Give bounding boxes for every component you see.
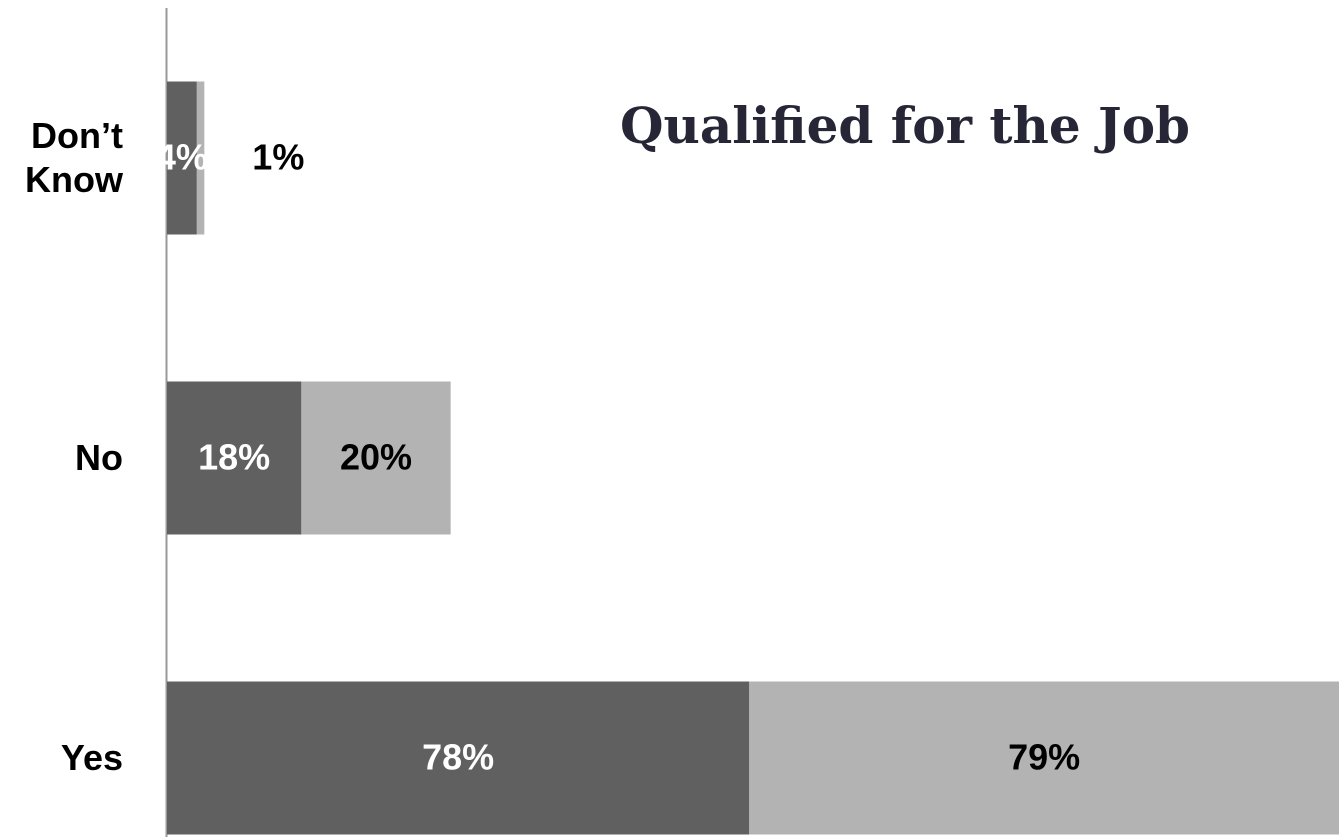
bar-segment <box>301 381 451 535</box>
category-label: No <box>75 437 123 478</box>
value-label: 18% <box>198 437 270 478</box>
category-label: Yes <box>60 737 123 778</box>
bar-segment <box>167 381 302 535</box>
bar-segment <box>167 81 197 235</box>
chart-title: Qualified for the Job <box>619 96 1191 155</box>
value-label: 79% <box>1008 737 1080 778</box>
value-label: 78% <box>422 737 494 778</box>
bar-segment <box>196 81 205 235</box>
category-label: Don’t Know <box>25 115 123 200</box>
bar-segment <box>749 681 1339 835</box>
bar-segment <box>167 681 750 835</box>
value-label: 1% <box>252 137 304 178</box>
value-label: 4% <box>156 137 208 178</box>
value-label: 20% <box>340 437 412 478</box>
